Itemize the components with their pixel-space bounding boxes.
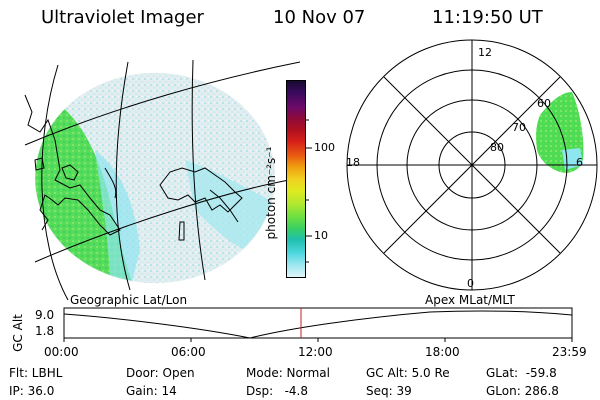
timeline-ytick-9: 9.0: [35, 308, 55, 322]
timeline-right-title: Apex MLat/MLT: [425, 293, 515, 307]
info-glon: GLon: 286.8: [486, 384, 559, 398]
info-gc-alt: GC Alt: 5.0 Re: [366, 366, 450, 380]
date-label: 10 Nov 07: [273, 7, 366, 28]
info-dsp: Dsp: -4.8: [246, 384, 309, 398]
time-label: 11:19:50 UT: [432, 7, 543, 28]
lat-label-70: 70: [512, 121, 526, 134]
colorbar-tick-10: 10: [314, 229, 328, 242]
timeline-xtick-2: 12:00: [298, 345, 333, 359]
mlt-label-18: 18: [346, 156, 360, 169]
info-glat: GLat: -59.8: [486, 366, 557, 380]
instrument-title: Ultraviolet Imager: [41, 7, 204, 28]
info-gain: Gain: 14: [126, 384, 177, 398]
lat-label-60: 60: [537, 97, 551, 110]
info-door: Door: Open: [126, 366, 195, 380]
timeline-left-title: Geographic Lat/Lon: [70, 293, 188, 307]
lat-label-80: 80: [490, 141, 504, 154]
info-seq: Seq: 39: [366, 384, 412, 398]
info-mode: Mode: Normal: [246, 366, 330, 380]
colorbar-tick-100: 100: [314, 141, 335, 154]
info-flt: Flt: LBHL: [9, 366, 63, 380]
colorbar-gradient: [287, 81, 305, 277]
mlt-label-6: 6: [576, 156, 583, 169]
timeline-ytick-1: 1.8: [35, 324, 55, 338]
mlt-label-12: 12: [478, 46, 492, 59]
timeline-xtick-1: 06:00: [171, 345, 206, 359]
timeline-xtick-4: 23:59: [552, 345, 587, 359]
mlt-label-0: 0: [467, 277, 474, 290]
timeline-xtick-0: 00:00: [44, 345, 79, 359]
info-ip: IP: 36.0: [9, 384, 55, 398]
timeline-xtick-3: 18:00: [425, 345, 460, 359]
colorbar: [286, 80, 306, 278]
